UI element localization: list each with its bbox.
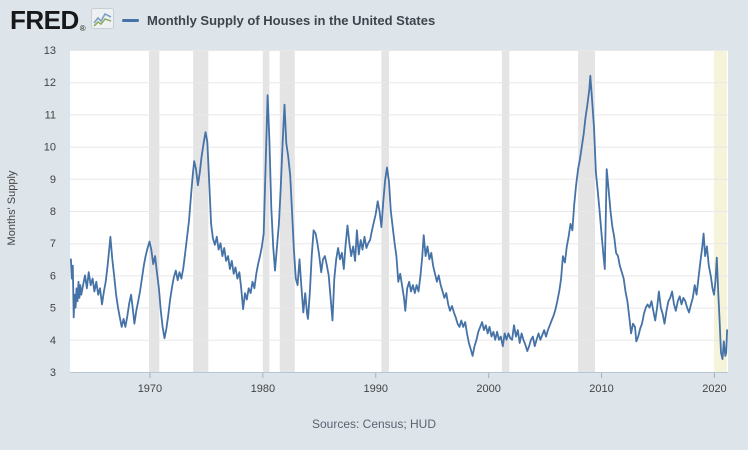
chart-title: Monthly Supply of Houses in the United S…	[147, 13, 436, 28]
x-tick-label: 2020	[702, 383, 726, 395]
y-tick-label: 7	[50, 238, 56, 250]
header: FRED ®	[10, 5, 114, 37]
y-tick-label: 5	[50, 303, 56, 315]
x-tick-label: 1970	[138, 383, 162, 395]
y-tick-label: 13	[44, 45, 56, 57]
y-tick-label: 9	[50, 174, 56, 186]
registered-mark: ®	[79, 24, 86, 33]
series-line	[70, 74, 728, 360]
fred-logo[interactable]: FRED	[10, 5, 79, 35]
legend-line-swatch	[122, 19, 139, 22]
sources-note: Sources: Census; HUD	[311, 417, 437, 431]
y-tick-label: 10	[44, 142, 56, 154]
x-tick-label: 2010	[589, 383, 613, 395]
y-tick-label: 8	[50, 206, 56, 218]
x-tick-label: 1980	[251, 383, 275, 395]
y-tick-label: 3	[50, 367, 56, 379]
y-tick-label: 4	[50, 335, 56, 347]
y-axis-title: Months' Supply	[6, 170, 18, 245]
x-tick-label: 1990	[363, 383, 387, 395]
y-tick-label: 12	[44, 77, 56, 89]
chart-legend: Monthly Supply of Houses in the United S…	[122, 13, 435, 28]
fred-sparkline-icon	[90, 8, 114, 34]
y-tick-label: 6	[50, 270, 56, 282]
x-tick-label: 2000	[476, 383, 500, 395]
y-tick-label: 11	[45, 109, 56, 121]
